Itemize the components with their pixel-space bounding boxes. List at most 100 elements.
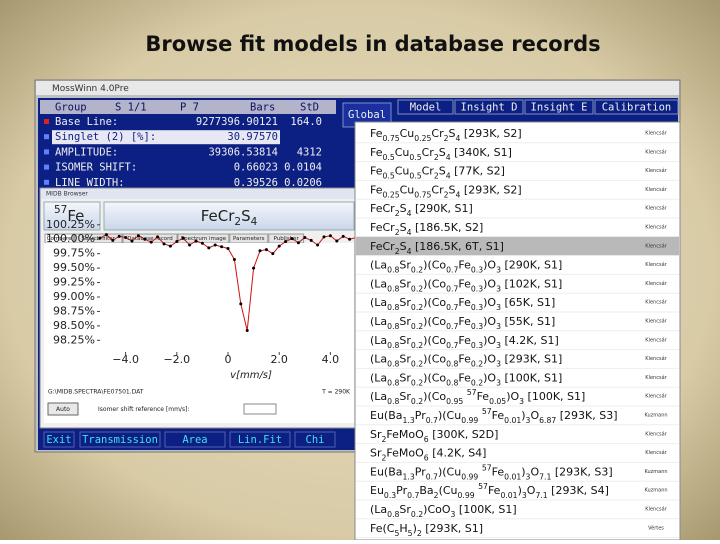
- data-point: [149, 240, 153, 244]
- temperature: T = 290K: [321, 389, 351, 396]
- button-label: Lin.Fit: [238, 434, 282, 446]
- data-point: [188, 243, 192, 247]
- model-item[interactable]: Fe0.5Cu0.5Cr2S4 [340K, S1]: [370, 146, 512, 162]
- model-item[interactable]: (La0.8Sr0.2)CoO3 [100K, S1]: [370, 503, 517, 519]
- y-tick-label: 99.75%: [53, 247, 95, 260]
- data-point: [341, 234, 345, 238]
- param-value: 30.97570: [227, 131, 278, 143]
- row-bullet: [44, 119, 49, 124]
- browser-tab-label: Compare: [47, 236, 73, 242]
- data-point: [239, 302, 243, 306]
- data-point: [316, 243, 320, 247]
- y-tick-label: 99.50%: [53, 261, 95, 274]
- data-point: [296, 241, 300, 245]
- model-item[interactable]: Fe0.75Cu0.25Cr2S4 [293K, S2]: [370, 127, 522, 143]
- browser-tab-label: Publisher: [274, 236, 300, 242]
- x-tick-label: 0: [225, 353, 232, 366]
- model-author: Klencsár: [645, 148, 667, 155]
- data-point: [111, 238, 115, 242]
- button[interactable]: [294, 431, 336, 448]
- data-point: [348, 237, 352, 241]
- param-std: 0.0104: [284, 162, 322, 174]
- data-point: [104, 233, 108, 237]
- data-point: [335, 239, 339, 243]
- model-item[interactable]: Fe(C5H5)2 [293K, S1]: [370, 522, 483, 538]
- data-point: [303, 235, 307, 239]
- table-header-bg: [40, 100, 336, 114]
- data-point: [117, 234, 121, 238]
- tab-label: Model: [410, 102, 442, 114]
- data-point: [264, 248, 268, 252]
- tab[interactable]: [397, 99, 454, 115]
- model-item[interactable]: (La0.8Sr0.2)(Co0.7Fe0.3)O3 [4.2K, S1]: [370, 334, 559, 350]
- param-value: 39306.53814: [208, 146, 278, 158]
- button[interactable]: [164, 431, 226, 448]
- data-point: [271, 252, 275, 256]
- model-author: Klencsár: [645, 355, 667, 362]
- data-point: [213, 243, 217, 247]
- model-item[interactable]: FeCr2S4 [186.5K, 6T, S1]: [370, 240, 504, 256]
- model-item[interactable]: (La0.8Sr0.2)(Co0.7Fe0.3)O3 [55K, S1]: [370, 315, 555, 331]
- reference-input[interactable]: [243, 403, 277, 415]
- model-item[interactable]: (La0.8Sr0.2)(Co0.7Fe0.3)O3 [290K, S1]: [370, 259, 562, 275]
- y-tick-label: 99.00%: [53, 290, 95, 303]
- buttons[interactable]: Exit Transmission Area Lin.Fit Chi: [43, 431, 336, 448]
- param-name: Base Line:: [55, 116, 118, 128]
- row-bullet: [44, 179, 49, 185]
- plot-panel: [44, 243, 354, 423]
- x-axis-label: v[mm/s]: [230, 370, 272, 381]
- model-item[interactable]: (La0.8Sr0.2)(Co0.95 57Fe0.05)O3 [100K, S…: [370, 388, 585, 406]
- data-point: [143, 237, 147, 241]
- data-point: [168, 244, 172, 248]
- model-item[interactable]: Fe0.5Cu0.5Cr2S4 [77K, S2]: [370, 165, 505, 181]
- row-bullet: [44, 134, 49, 140]
- browser-tab-label: Spectrum image: [181, 236, 227, 242]
- slide-title: Browse fit models in database records: [145, 32, 600, 56]
- model-item[interactable]: FeCr2S4 [290K, S1]: [370, 202, 473, 218]
- x-tick-label: −2.0: [163, 353, 190, 366]
- x-tick-label: 4.0: [322, 353, 340, 366]
- model-item[interactable]: Sr2FeMoO6 [4.2K, S4]: [370, 447, 486, 463]
- y-tick-label: 98.50%: [53, 319, 95, 332]
- model-list-items[interactable]: Fe0.75Cu0.25Cr2S4 [293K, S2] Klencsár Fe0.…: [356, 127, 679, 539]
- tab[interactable]: [524, 99, 594, 115]
- model-author: Klencsár: [645, 318, 667, 325]
- button[interactable]: [229, 431, 291, 448]
- tab-label: Insight D: [461, 102, 518, 114]
- model-author: Kuzmann: [644, 469, 667, 475]
- selected-row[interactable]: [356, 236, 679, 256]
- button[interactable]: [43, 431, 75, 448]
- tab[interactable]: [594, 99, 679, 115]
- model-item[interactable]: (La0.8Sr0.2)(Co0.8Fe0.2)O3 [293K, S1]: [370, 353, 562, 369]
- model-author: Klencsár: [645, 449, 667, 456]
- browser-tab-label: Parameters: [233, 236, 265, 242]
- data-point: [322, 235, 326, 239]
- browser-title-bar: [41, 189, 357, 199]
- model-item[interactable]: Sr2FeMoO6 [300K, S2D]: [370, 428, 498, 444]
- model-item[interactable]: (La0.8Sr0.2)(Co0.8Fe0.2)O3 [100K, S1]: [370, 371, 562, 387]
- data-point: [220, 245, 224, 249]
- y-tick-label: 100.25%: [46, 218, 95, 231]
- data-point: [284, 240, 288, 244]
- model-item[interactable]: Fe0.25Cu0.75Cr2S4 [293K, S2]: [370, 183, 522, 199]
- model-item[interactable]: (La0.8Sr0.2)(Co0.7Fe0.3)O3 [102K, S1]: [370, 277, 562, 293]
- data-point: [309, 238, 313, 242]
- auto-button[interactable]: [47, 402, 79, 416]
- window-title: MossWinn 4.0Pre: [52, 84, 129, 94]
- model-author: Klencsár: [645, 242, 667, 249]
- model-author: Klencsár: [645, 261, 667, 268]
- tab-label: Insight E: [531, 102, 588, 114]
- model-item[interactable]: FeCr2S4 [186.5K, S2]: [370, 221, 483, 237]
- tab-bar[interactable]: Global Model Insight D Insight E Calibration: [342, 99, 679, 128]
- model-item[interactable]: Eu(Ba1.3Pr0.7)(Cu0.99 57Fe0.01)3O7.1 [29…: [370, 463, 613, 481]
- button-label: Transmission: [82, 434, 158, 446]
- model-item[interactable]: (La0.8Sr0.2)(Co0.7Fe0.3)O3 [65K, S1]: [370, 296, 555, 312]
- model-item[interactable]: Eu(Ba1.3Pr0.7)(Cu0.99 57Fe0.01)3O6.87 [2…: [370, 407, 618, 425]
- data-point: [130, 239, 134, 243]
- tab[interactable]: [454, 99, 524, 115]
- button[interactable]: [79, 431, 161, 448]
- model-author: Klencsár: [645, 374, 667, 381]
- data-point: [232, 257, 236, 261]
- model-item[interactable]: Eu0.3Pr0.7Ba2(Cu0.99 57Fe0.01)3O7.1 [293…: [370, 482, 609, 500]
- param-value: 9277396.90121: [196, 116, 278, 128]
